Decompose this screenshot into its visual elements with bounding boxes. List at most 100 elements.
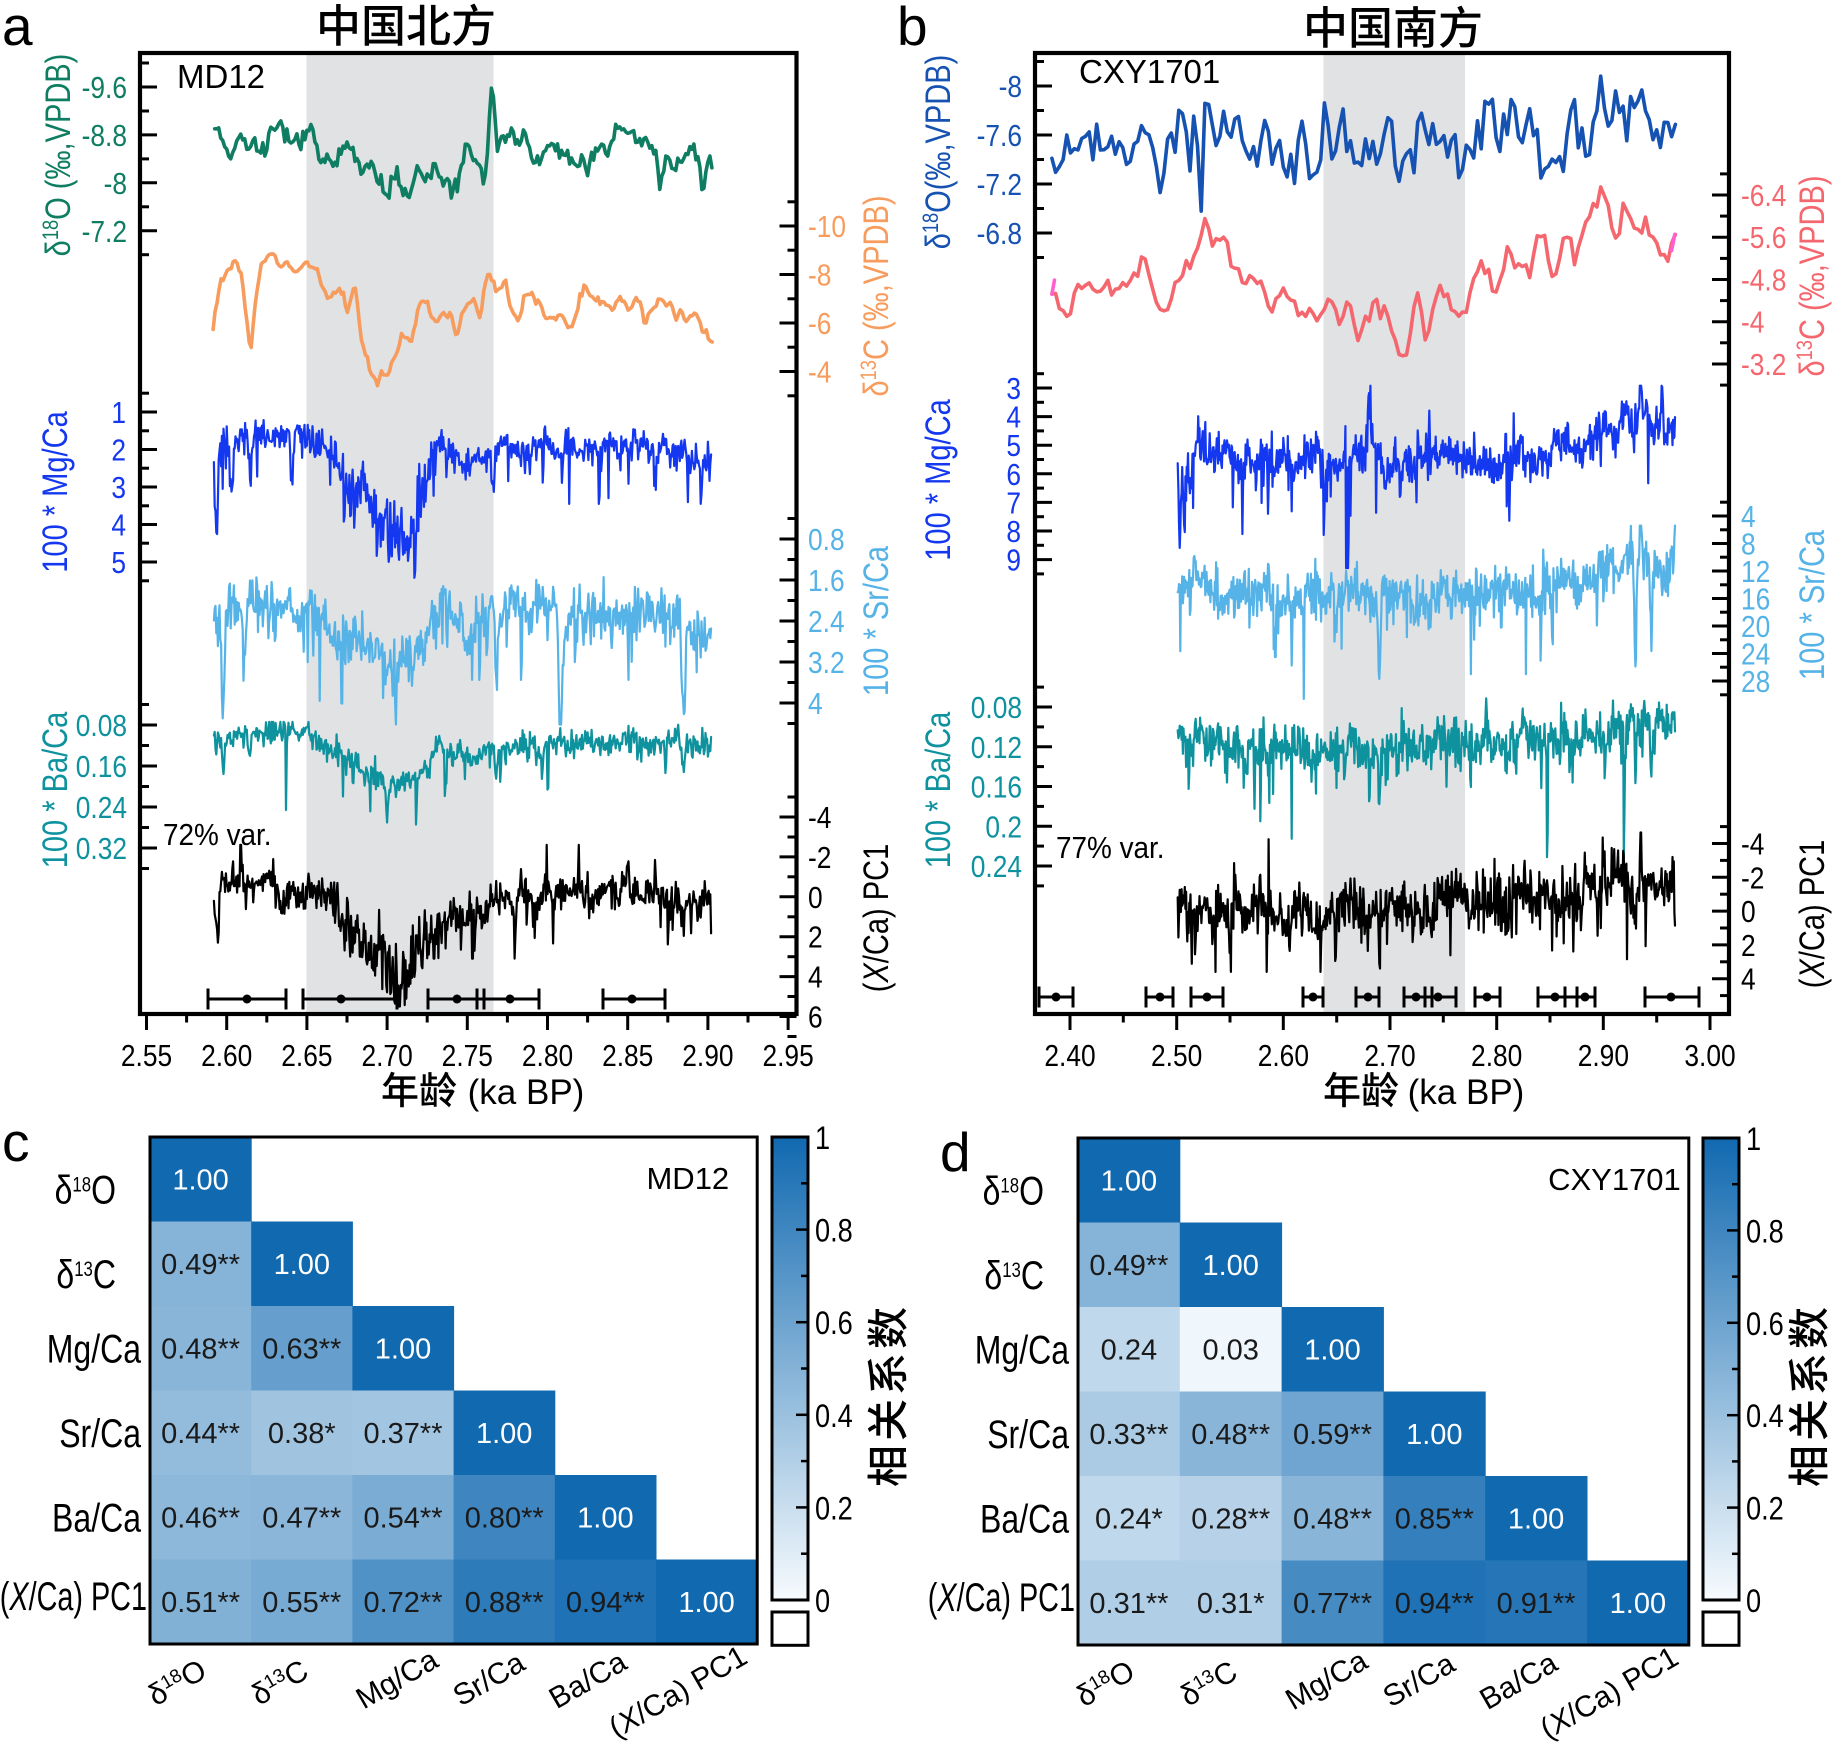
svg-text:Mg/Ca: Mg/Ca <box>975 1327 1070 1372</box>
svg-text:0.32: 0.32 <box>76 832 127 866</box>
svg-text:0.55**: 0.55** <box>262 1587 341 1619</box>
svg-text:1: 1 <box>111 396 126 430</box>
svg-text:-8: -8 <box>999 70 1022 104</box>
svg-text:2: 2 <box>808 921 823 955</box>
svg-text:72% var.: 72% var. <box>163 818 272 853</box>
svg-text:0.28**: 0.28** <box>1191 1503 1270 1535</box>
svg-text:1.00: 1.00 <box>1101 1165 1157 1197</box>
svg-text:δ13C (‰,VPDB): δ13C (‰,VPDB) <box>856 195 895 396</box>
svg-text:0.24*: 0.24* <box>1095 1503 1163 1535</box>
svg-text:2.90: 2.90 <box>682 1039 733 1073</box>
svg-text:a: a <box>2 0 33 57</box>
svg-text:CXY1701: CXY1701 <box>1548 1162 1681 1197</box>
svg-text:MD12: MD12 <box>177 58 265 95</box>
svg-text:24: 24 <box>1741 638 1770 672</box>
svg-text:-7.2: -7.2 <box>82 215 127 249</box>
svg-text:2.85: 2.85 <box>602 1039 653 1073</box>
svg-text:100 * Sr/Ca: 100 * Sr/Ca <box>1792 530 1831 680</box>
svg-text:2.80: 2.80 <box>1471 1039 1522 1073</box>
svg-text:Sr/Ca: Sr/Ca <box>59 1410 142 1455</box>
svg-text:δ18O(‰,VPDB): δ18O(‰,VPDB) <box>918 55 957 250</box>
svg-text:2.70: 2.70 <box>1364 1039 1415 1073</box>
svg-text:-4: -4 <box>808 801 831 835</box>
svg-text:0: 0 <box>815 1584 830 1620</box>
svg-text:δ18O: δ18O <box>983 1168 1044 1213</box>
svg-text:0.03: 0.03 <box>1202 1334 1258 1366</box>
svg-text:2.90: 2.90 <box>1578 1039 1629 1073</box>
svg-text:2.55: 2.55 <box>121 1039 172 1073</box>
svg-text:0.91**: 0.91** <box>1497 1588 1576 1620</box>
svg-text:0.48**: 0.48** <box>1191 1419 1270 1451</box>
svg-text:100 * Sr/Ca: 100 * Sr/Ca <box>856 546 895 696</box>
svg-text:0.12: 0.12 <box>971 731 1022 765</box>
svg-text:4: 4 <box>1741 500 1756 534</box>
svg-text:4: 4 <box>1741 963 1756 997</box>
svg-text:2.50: 2.50 <box>1151 1039 1202 1073</box>
svg-text:-6.8: -6.8 <box>977 217 1022 251</box>
svg-text:1.00: 1.00 <box>274 1249 330 1281</box>
svg-text:0.4: 0.4 <box>815 1399 853 1435</box>
svg-text:0.59**: 0.59** <box>1293 1419 1372 1451</box>
svg-text:20: 20 <box>1741 610 1770 644</box>
svg-text:0.08: 0.08 <box>76 709 127 743</box>
svg-text:0: 0 <box>808 881 823 915</box>
svg-text:4: 4 <box>1006 401 1021 435</box>
svg-text:0.24: 0.24 <box>76 791 127 825</box>
svg-text:(X/Ca) PC1: (X/Ca) PC1 <box>0 1574 147 1619</box>
svg-text:2: 2 <box>111 434 126 468</box>
svg-text:0.24: 0.24 <box>971 850 1022 884</box>
svg-text:b: b <box>897 0 928 57</box>
svg-text:0.8: 0.8 <box>815 1214 853 1250</box>
svg-text:2.95: 2.95 <box>762 1039 813 1073</box>
svg-text:-4: -4 <box>808 356 831 390</box>
svg-text:0.6: 0.6 <box>815 1306 853 1342</box>
svg-text:0.85**: 0.85** <box>1395 1503 1474 1535</box>
svg-text:-4: -4 <box>1741 306 1764 340</box>
svg-text:-5.6: -5.6 <box>1741 221 1786 255</box>
svg-text:1: 1 <box>1746 1122 1761 1158</box>
svg-text:0.16: 0.16 <box>971 771 1022 805</box>
svg-text:16: 16 <box>1741 583 1770 617</box>
svg-text:-3.2: -3.2 <box>1741 348 1786 382</box>
svg-text:100 * Ba/Ca: 100 * Ba/Ca <box>918 712 957 869</box>
svg-text:0.44**: 0.44** <box>161 1418 240 1450</box>
svg-text:2.4: 2.4 <box>808 605 845 639</box>
svg-text:28: 28 <box>1741 665 1770 699</box>
svg-text:1: 1 <box>815 1121 830 1157</box>
svg-text:(X/Ca) PC1: (X/Ca) PC1 <box>856 844 895 993</box>
svg-text:-8: -8 <box>104 167 127 201</box>
svg-text:1.00: 1.00 <box>476 1418 532 1450</box>
svg-text:δ13C (‰,VPDB): δ13C (‰,VPDB) <box>1792 175 1831 376</box>
svg-text:Mg/Ca: Mg/Ca <box>47 1326 142 1371</box>
svg-text:0.49**: 0.49** <box>1089 1250 1168 1282</box>
svg-text:0.51**: 0.51** <box>161 1587 240 1619</box>
svg-text:-8: -8 <box>808 259 831 293</box>
svg-text:1.00: 1.00 <box>1304 1334 1360 1366</box>
svg-text:Sr/Ca: Sr/Ca <box>987 1411 1070 1456</box>
svg-text:-9.6: -9.6 <box>82 71 127 105</box>
svg-text:2.75: 2.75 <box>442 1039 493 1073</box>
svg-text:0.63**: 0.63** <box>262 1333 341 1365</box>
svg-text:δ18O (‰,VPDB): δ18O (‰,VPDB) <box>38 54 77 257</box>
svg-text:0.47**: 0.47** <box>262 1502 341 1534</box>
svg-text:Ba/Ca: Ba/Ca <box>980 1496 1070 1541</box>
svg-text:(X/Ca) PC1: (X/Ca) PC1 <box>1792 840 1831 989</box>
svg-text:0.24: 0.24 <box>1101 1334 1157 1366</box>
svg-text:0.33**: 0.33** <box>1089 1419 1168 1451</box>
svg-text:1.00: 1.00 <box>577 1502 633 1534</box>
svg-text:(ka BP): (ka BP) <box>468 1073 585 1112</box>
svg-text:-7.2: -7.2 <box>977 168 1022 202</box>
svg-text:0.46**: 0.46** <box>161 1502 240 1534</box>
svg-text:1.00: 1.00 <box>1202 1250 1258 1282</box>
svg-text:-7.6: -7.6 <box>977 119 1022 153</box>
svg-text:0.4: 0.4 <box>1746 1399 1784 1435</box>
svg-text:0.8: 0.8 <box>1746 1214 1784 1250</box>
svg-text:(ka BP): (ka BP) <box>1408 1073 1525 1112</box>
svg-text:0.8: 0.8 <box>808 523 845 557</box>
svg-text:100 * Ba/Ca: 100 * Ba/Ca <box>35 712 74 869</box>
svg-text:-8.8: -8.8 <box>82 119 127 153</box>
svg-text:0.2: 0.2 <box>1746 1492 1784 1528</box>
svg-text:c: c <box>2 1111 30 1173</box>
svg-text:2.60: 2.60 <box>201 1039 252 1073</box>
svg-text:8: 8 <box>1006 515 1021 549</box>
